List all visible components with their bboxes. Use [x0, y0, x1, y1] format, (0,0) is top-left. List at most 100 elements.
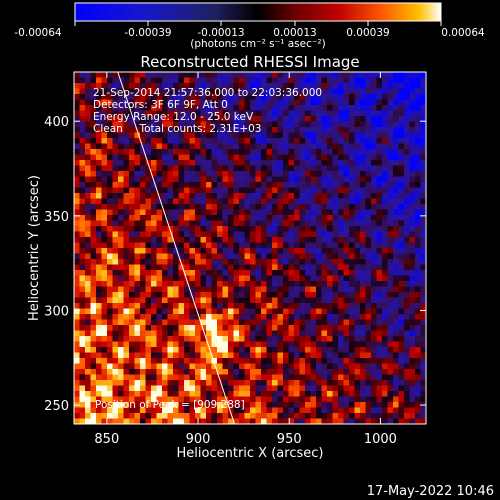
heatmap-cell — [332, 237, 339, 243]
heatmap-cell — [398, 105, 405, 111]
heatmap-cell — [349, 193, 355, 199]
heatmap-cell — [222, 138, 229, 144]
heatmap-cell — [321, 154, 328, 161]
heatmap-cell — [156, 253, 163, 260]
heatmap-cell — [206, 99, 212, 106]
heatmap-cell — [371, 270, 377, 276]
heatmap-cell — [145, 418, 152, 424]
heatmap-cell — [349, 341, 355, 348]
heatmap-cell — [140, 358, 146, 364]
heatmap-cell — [239, 407, 245, 414]
heatmap-cell — [96, 402, 102, 408]
heatmap-cell — [79, 121, 86, 128]
heatmap-cell — [112, 231, 119, 238]
heatmap-cell — [156, 226, 163, 232]
heatmap-cell — [382, 286, 388, 293]
heatmap-cell — [310, 220, 317, 227]
heatmap-cell — [305, 270, 311, 276]
heatmap-cell — [360, 275, 366, 282]
heatmap-cell — [250, 176, 256, 183]
heatmap-cell — [371, 77, 377, 84]
heatmap-cell — [349, 281, 355, 287]
heatmap-cell — [409, 154, 416, 161]
heatmap-cell — [305, 391, 311, 397]
heatmap-cell — [371, 237, 377, 243]
heatmap-cell — [371, 248, 377, 254]
heatmap-cell — [200, 292, 207, 298]
heatmap-cell — [283, 391, 289, 397]
heatmap-cell — [272, 160, 278, 166]
heatmap-cell — [244, 182, 251, 188]
heatmap-cell — [228, 380, 234, 386]
heatmap-cell — [233, 209, 240, 216]
heatmap-cell — [140, 325, 146, 331]
heatmap-cell — [145, 237, 152, 243]
heatmap-cell — [371, 308, 377, 315]
heatmap-cell — [74, 209, 80, 216]
heatmap-cell — [79, 220, 86, 227]
heatmap-cell — [156, 171, 163, 177]
heatmap-cell — [299, 275, 306, 282]
heatmap-cell — [151, 286, 157, 293]
heatmap-cell — [217, 127, 223, 133]
heatmap-cell — [382, 418, 388, 424]
heatmap-cell — [184, 347, 190, 353]
heatmap-cell — [162, 237, 168, 243]
heatmap-cell — [211, 132, 218, 139]
heatmap-cell — [178, 88, 185, 95]
heatmap-cell — [343, 314, 350, 320]
heatmap-cell — [272, 374, 278, 381]
heatmap-cell — [211, 138, 218, 144]
heatmap-cell — [305, 385, 311, 392]
heatmap-cell — [299, 209, 306, 216]
heatmap-cell — [206, 176, 212, 183]
heatmap-cell — [409, 132, 416, 139]
heatmap-cell — [173, 281, 179, 287]
heatmap-cell — [118, 303, 124, 309]
heatmap-cell — [189, 242, 196, 249]
heatmap-cell — [338, 176, 344, 183]
heatmap-cell — [420, 187, 426, 194]
heatmap-cell — [327, 270, 333, 276]
heatmap-cell — [250, 264, 256, 271]
heatmap-cell — [189, 143, 196, 150]
heatmap-cell — [222, 292, 229, 298]
heatmap-cell — [382, 330, 388, 337]
heatmap-cell — [200, 363, 207, 370]
heatmap-cell — [178, 314, 185, 320]
heatmap-cell — [398, 374, 405, 381]
heatmap-cell — [233, 187, 240, 194]
heatmap-cell — [266, 314, 273, 320]
heatmap-cell — [173, 391, 179, 397]
heatmap-cell — [145, 275, 152, 282]
heatmap-cell — [321, 314, 328, 320]
heatmap-cell — [316, 193, 322, 199]
heatmap-cell — [283, 83, 289, 89]
heatmap-cell — [129, 116, 135, 122]
heatmap-cell — [387, 314, 394, 320]
heatmap-cell — [376, 187, 383, 194]
heatmap-cell — [255, 385, 262, 392]
heatmap-cell — [382, 154, 388, 161]
heatmap-cell — [134, 88, 141, 95]
heatmap-cell — [343, 380, 350, 386]
heatmap-cell — [178, 352, 185, 359]
heatmap-cell — [79, 402, 86, 408]
heatmap-cell — [327, 286, 333, 293]
heatmap-cell — [305, 242, 311, 249]
heatmap-cell — [211, 143, 218, 150]
heatmap-cell — [173, 325, 179, 331]
heatmap-cell — [382, 182, 388, 188]
heatmap-cell — [206, 215, 212, 221]
heatmap-cell — [332, 380, 339, 386]
heatmap-cell — [294, 336, 300, 342]
heatmap-cell — [283, 325, 289, 331]
heatmap-cell — [387, 407, 394, 414]
heatmap-cell — [151, 77, 157, 84]
heatmap-cell — [156, 215, 163, 221]
heatmap-cell — [140, 286, 146, 293]
heatmap-cell — [398, 297, 405, 304]
heatmap-cell — [178, 209, 185, 216]
heatmap-cell — [321, 407, 328, 414]
heatmap-cell — [222, 308, 229, 315]
